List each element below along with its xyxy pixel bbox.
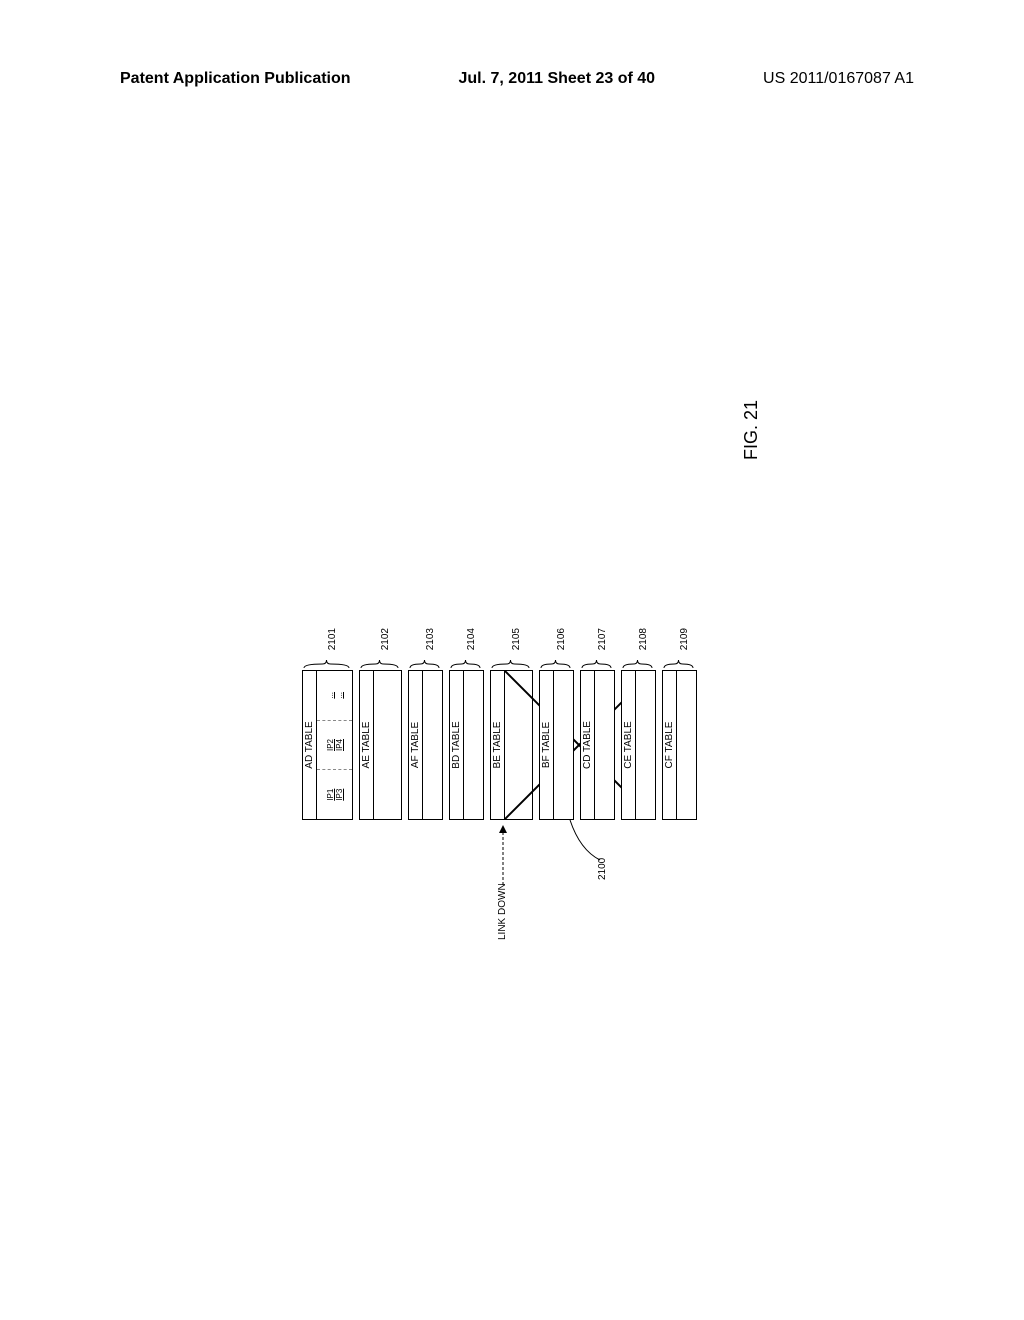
table-cell: IP2IP4 xyxy=(317,720,352,770)
header-center: Jul. 7, 2011 Sheet 23 of 40 xyxy=(459,70,656,88)
table-block: CF TABLE2109 xyxy=(662,670,697,820)
table-body xyxy=(636,670,656,820)
table-header: BE TABLE xyxy=(490,670,505,820)
table-body xyxy=(374,670,402,820)
brace-icon xyxy=(621,658,654,668)
ref-label: 2102 xyxy=(379,628,390,650)
brace-icon xyxy=(490,658,531,668)
brace-icon xyxy=(539,658,572,668)
header-right: US 2011/0167087 A1 xyxy=(763,70,914,88)
ref-label: 2107 xyxy=(596,628,607,650)
ref-label: 2105 xyxy=(510,628,521,650)
link-down-label: LINK DOWN xyxy=(497,883,508,940)
table-block: BE TABLE2105 xyxy=(490,670,533,820)
brace-icon xyxy=(662,658,695,668)
ref-label: 2109 xyxy=(678,628,689,650)
header-left: Patent Application Publication xyxy=(120,70,351,88)
ref-label: 2106 xyxy=(555,628,566,650)
cell-value: IP3 xyxy=(335,770,344,819)
tables-container: AD TABLEIP1IP3IP2IP4......2101AE TABLE21… xyxy=(302,380,703,820)
ref-label: 2103 xyxy=(424,628,435,650)
table-body xyxy=(677,670,697,820)
brace-icon xyxy=(408,658,441,668)
table-body: IP1IP3IP2IP4...... xyxy=(317,670,353,820)
brace-icon xyxy=(449,658,482,668)
table-header: CE TABLE xyxy=(621,670,636,820)
figure-21: AD TABLEIP1IP3IP2IP4......2101AE TABLE21… xyxy=(302,380,722,940)
table-block: BF TABLE2106 xyxy=(539,670,574,820)
table-header: CF TABLE xyxy=(662,670,677,820)
table-header: AF TABLE xyxy=(408,670,423,820)
table-body xyxy=(554,670,574,820)
ref-2100-label: 2100 xyxy=(597,858,608,880)
table-header: AD TABLE xyxy=(302,670,317,820)
table-body xyxy=(595,670,615,820)
table-block: CD TABLE2107 xyxy=(580,670,615,820)
cell-value: IP1 xyxy=(326,770,335,819)
table-block: CE TABLE2108 xyxy=(621,670,656,820)
link-down-arrow-icon xyxy=(499,825,507,885)
ref-label: 2104 xyxy=(465,628,476,650)
cell-value: ... xyxy=(326,671,335,720)
brace-icon xyxy=(302,658,351,668)
ref-label: 2101 xyxy=(326,628,337,650)
cell-value: IP4 xyxy=(335,721,344,770)
cell-value: ... xyxy=(335,671,344,720)
brace-icon xyxy=(580,658,613,668)
table-body xyxy=(423,670,443,820)
ref-label: 2108 xyxy=(637,628,648,650)
table-header: AE TABLE xyxy=(359,670,374,820)
table-header: BD TABLE xyxy=(449,670,464,820)
table-block: AE TABLE2102 xyxy=(359,670,402,820)
table-block: AF TABLE2103 xyxy=(408,670,443,820)
table-body xyxy=(505,670,533,820)
table-header: BF TABLE xyxy=(539,670,554,820)
figure-caption: FIG. 21 xyxy=(741,400,762,460)
table-cell: IP1IP3 xyxy=(317,769,352,819)
table-block: AD TABLEIP1IP3IP2IP4......2101 xyxy=(302,670,353,820)
table-block: BD TABLE2104 xyxy=(449,670,484,820)
brace-icon xyxy=(359,658,400,668)
cell-value: IP2 xyxy=(326,721,335,770)
table-cell: ...... xyxy=(317,671,352,720)
page-header: Patent Application Publication Jul. 7, 2… xyxy=(0,70,1024,88)
table-body xyxy=(464,670,484,820)
table-header: CD TABLE xyxy=(580,670,595,820)
